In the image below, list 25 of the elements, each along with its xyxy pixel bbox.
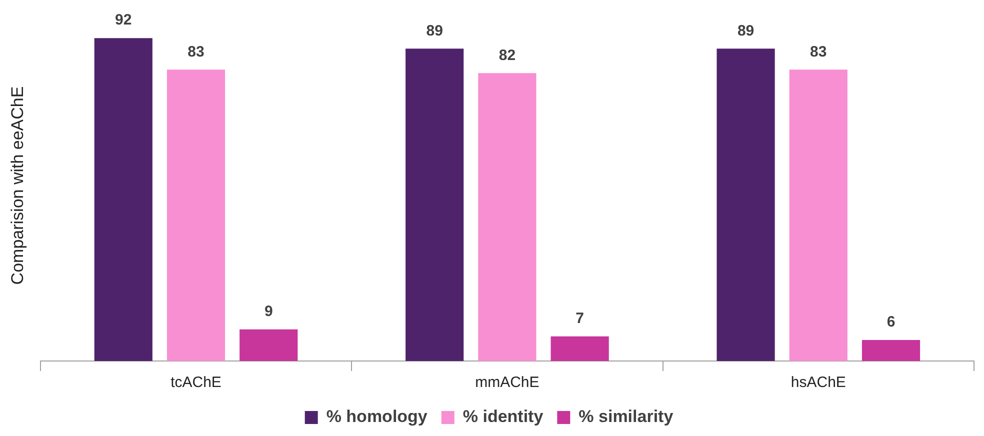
- bar: [166, 70, 226, 361]
- bar: [94, 38, 152, 361]
- data-label: 7: [576, 310, 584, 328]
- bar: [240, 329, 298, 361]
- x-tick-label: hsAChE: [790, 374, 846, 392]
- data-label: 89: [737, 22, 754, 40]
- x-tick-label: mmAChE: [475, 374, 540, 392]
- data-label: 92: [115, 12, 132, 29]
- data-label: 89: [426, 22, 443, 40]
- legend-label: % identity: [462, 407, 544, 426]
- bar: [478, 73, 536, 361]
- data-label: 83: [188, 43, 204, 60]
- data-label: 83: [810, 43, 827, 60]
- bar: [406, 48, 464, 361]
- data-label: 9: [264, 303, 273, 320]
- bar: [550, 336, 609, 361]
- bar: [716, 48, 775, 361]
- x-tick-label: tcAChE: [170, 374, 222, 392]
- bar: [862, 340, 920, 361]
- bar: [789, 70, 848, 361]
- legend-label: % homology: [326, 407, 428, 426]
- data-label: 82: [498, 46, 516, 64]
- legend-label: % similarity: [578, 407, 674, 426]
- data-label: 6: [886, 314, 896, 331]
- y-axis-title: Comparision with eeAChE: [8, 86, 27, 285]
